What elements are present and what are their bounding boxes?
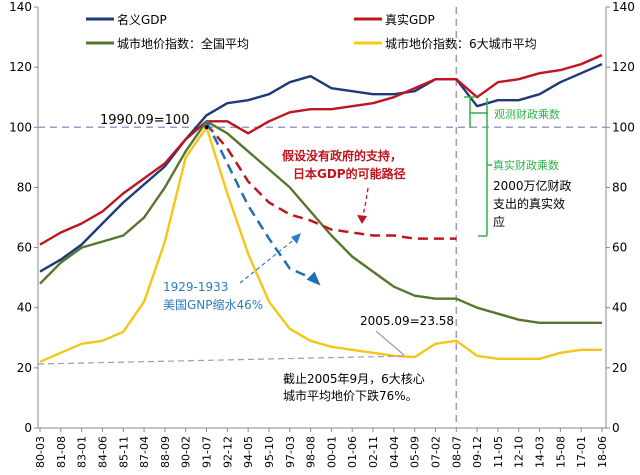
x-tick-label: 83-01 xyxy=(76,436,89,468)
us-gnp-path-arrowhead xyxy=(306,271,321,286)
y-tick-label-right: 80 xyxy=(612,180,627,194)
x-tick-label: 15-08 xyxy=(554,436,567,468)
x-tick-label: 92-12 xyxy=(221,436,234,468)
x-tick-label: 05-09 xyxy=(409,436,422,468)
y-tick-label-right: 0 xyxy=(612,421,620,435)
series-line-real-gdp xyxy=(39,53,603,246)
reference-lines xyxy=(38,7,606,428)
annotation-decline-line1: 截止2005年9月，6大核心 xyxy=(283,372,425,386)
annotation-peak-label: 1990.09=100 xyxy=(100,113,189,128)
y-tick-label-left: 120 xyxy=(9,60,32,74)
series-line-nominal-gdp xyxy=(39,63,603,273)
annotation-counterfactual-line2: 日本GDP的可能路径 xyxy=(293,166,406,181)
legend-label-real-gdp: 真实GDP xyxy=(385,12,435,27)
x-tick-label: 88-09 xyxy=(159,436,172,468)
x-tick-label: 12-10 xyxy=(513,436,526,468)
x-tick-label: 94-05 xyxy=(242,436,255,468)
annotation-us-crash-line2: 美国GNP缩水46% xyxy=(163,297,263,312)
series-line-land-six-cities xyxy=(39,126,602,363)
x-tick-label: 98-08 xyxy=(305,436,318,468)
counterfactual-pointer xyxy=(361,187,369,220)
decline-guide-line xyxy=(37,355,407,365)
y-tick-label-left: 20 xyxy=(17,361,32,375)
annotation-counterfactual-line1: 假设没有政府的支持， xyxy=(282,148,402,163)
y-tick-label-right: 40 xyxy=(612,301,627,315)
y-tick-label-right: 60 xyxy=(612,241,627,255)
us-crash-pointer xyxy=(239,237,297,284)
y-tick-label-right: 100 xyxy=(612,120,635,134)
y-tick-label-right: 140 xyxy=(612,0,635,14)
x-tick-label: 01-06 xyxy=(346,436,359,468)
tick-labels: 0 0 20 20 40 40 60 60 80 80 100 100 120 120 140 140 80-0… xyxy=(9,0,635,468)
y-tick-label-right: 20 xyxy=(612,361,627,375)
x-tick-label: 17-01 xyxy=(575,436,588,468)
x-tick-label: 87-04 xyxy=(138,436,151,468)
x-tick-label: 97-03 xyxy=(284,436,297,468)
x-tick-label: 84-06 xyxy=(96,436,109,468)
x-tick-label: 91-07 xyxy=(201,436,214,468)
x-tick-label: 90-02 xyxy=(180,436,193,468)
y-tick-label-left: 60 xyxy=(17,241,32,255)
x-tick-label: 95-10 xyxy=(263,436,276,468)
axes xyxy=(37,7,607,429)
series-line-land-national xyxy=(39,120,602,324)
y-tick-label-left: 0 xyxy=(24,421,32,435)
x-tick-label: 81-08 xyxy=(55,436,68,468)
annotation-low-label: 2005.09=23.58 xyxy=(360,314,454,328)
legend: 名义GDP 真实GDP 城市地价指数：全国平均 城市地价指数：6大城市平均 xyxy=(86,12,537,51)
low-leader-line xyxy=(375,330,405,356)
x-tick-label: 09-12 xyxy=(471,436,484,468)
x-tick-label: 18-06 xyxy=(596,436,609,468)
y-tick-label-left: 140 xyxy=(9,0,32,14)
legend-label-nominal-gdp: 名义GDP xyxy=(117,12,167,27)
y-tick-label-left: 100 xyxy=(9,120,32,134)
y-tick-label-left: 80 xyxy=(17,180,32,194)
y-tick-label-right: 120 xyxy=(612,60,635,74)
annotation-decline-line2: 城市平均地价下跌76%。 xyxy=(283,388,418,403)
annotation-fiscal-effect-line2: 支出的真实效 xyxy=(493,196,565,211)
series-line-counterfactual-gdp xyxy=(205,123,457,240)
x-tick-label: 00-01 xyxy=(325,436,338,468)
annotation-fiscal-effect-line3: 应 xyxy=(493,214,505,229)
x-tick-label: 07-02 xyxy=(429,436,442,468)
x-tick-label: 80-03 xyxy=(34,436,47,468)
annotation-fiscal-effect-line1: 2000万亿财政 xyxy=(493,178,572,193)
annotations: 1990.09=100 假设没有政府的支持， 日本GDP的可能路径 1929-1… xyxy=(37,96,572,403)
series xyxy=(39,53,603,363)
x-tick-label: 08-07 xyxy=(450,436,463,468)
legend-label-land-six-cities: 城市地价指数：6大城市平均 xyxy=(385,36,537,51)
us-crash-pointer-head xyxy=(291,233,301,244)
x-tick-label: 85-11 xyxy=(117,436,130,468)
x-tick-label: 14-03 xyxy=(534,436,547,468)
legend-label-land-national: 城市地价指数：全国平均 xyxy=(117,36,249,51)
peak-marker xyxy=(204,125,209,130)
annotation-observed-multiplier: 观测财政乘数 xyxy=(494,107,560,121)
series-line-us-gnp-path xyxy=(205,120,312,279)
x-tick-label: 11-05 xyxy=(492,436,505,468)
x-tick-label: 04-04 xyxy=(388,436,401,468)
annotation-us-crash-line1: 1929-1933 xyxy=(163,280,228,294)
y-tick-label-left: 40 xyxy=(17,301,32,315)
x-tick-label: 02-11 xyxy=(367,436,380,468)
counterfactual-pointer-head xyxy=(357,215,367,224)
annotation-true-multiplier: 真实财政乘数 xyxy=(493,158,559,172)
